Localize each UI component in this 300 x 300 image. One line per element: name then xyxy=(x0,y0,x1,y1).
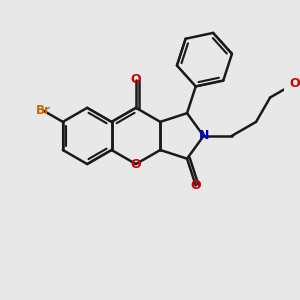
Text: O: O xyxy=(130,73,141,86)
Text: O: O xyxy=(190,179,201,192)
Text: O: O xyxy=(289,77,300,90)
Text: O: O xyxy=(130,158,141,171)
Text: N: N xyxy=(198,129,209,142)
Text: Br: Br xyxy=(36,104,51,117)
